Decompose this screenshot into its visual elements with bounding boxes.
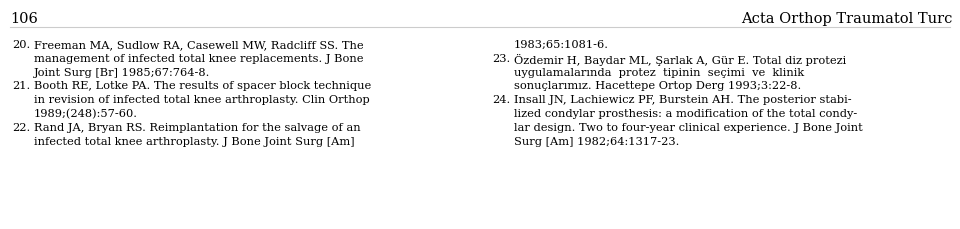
- Text: 22.: 22.: [12, 122, 31, 132]
- Text: Joint Surg [Br] 1985;67:764-8.: Joint Surg [Br] 1985;67:764-8.: [34, 67, 210, 77]
- Text: 106: 106: [10, 12, 37, 26]
- Text: sonuçlarımız. Hacettepe Ortop Derg 1993;3:22-8.: sonuçlarımız. Hacettepe Ortop Derg 1993;…: [514, 81, 802, 91]
- Text: lized condylar prosthesis: a modification of the total condy-: lized condylar prosthesis: a modificatio…: [514, 109, 857, 118]
- Text: in revision of infected total knee arthroplasty. Clin Orthop: in revision of infected total knee arthr…: [34, 95, 370, 105]
- Text: Freeman MA, Sudlow RA, Casewell MW, Radcliff SS. The: Freeman MA, Sudlow RA, Casewell MW, Radc…: [34, 40, 364, 50]
- Text: Insall JN, Lachiewicz PF, Burstein AH. The posterior stabi-: Insall JN, Lachiewicz PF, Burstein AH. T…: [514, 95, 852, 105]
- Text: Rand JA, Bryan RS. Reimplantation for the salvage of an: Rand JA, Bryan RS. Reimplantation for th…: [34, 122, 361, 132]
- Text: 20.: 20.: [12, 40, 31, 50]
- Text: Surg [Am] 1982;64:1317-23.: Surg [Am] 1982;64:1317-23.: [514, 136, 680, 146]
- Text: Özdemir H, Baydar ML, Şarlak A, Gür E. Total diz protezi: Özdemir H, Baydar ML, Şarlak A, Gür E. T…: [514, 54, 847, 65]
- Text: infected total knee arthroplasty. J Bone Joint Surg [Am]: infected total knee arthroplasty. J Bone…: [34, 136, 354, 146]
- Text: 1989;(248):57-60.: 1989;(248):57-60.: [34, 109, 138, 119]
- Text: uygulamalarında  protez  tipinin  seçimi  ve  klinik: uygulamalarında protez tipinin seçimi ve…: [514, 67, 804, 77]
- Text: 23.: 23.: [492, 54, 511, 63]
- Text: 21.: 21.: [12, 81, 31, 91]
- Text: 1983;65:1081-6.: 1983;65:1081-6.: [514, 40, 609, 50]
- Text: lar design. Two to four-year clinical experience. J Bone Joint: lar design. Two to four-year clinical ex…: [514, 122, 863, 132]
- Text: Acta Orthop Traumatol Turc: Acta Orthop Traumatol Turc: [740, 12, 952, 26]
- Text: Booth RE, Lotke PA. The results of spacer block technique: Booth RE, Lotke PA. The results of space…: [34, 81, 372, 91]
- Text: management of infected total knee replacements. J Bone: management of infected total knee replac…: [34, 54, 364, 63]
- Text: 24.: 24.: [492, 95, 511, 105]
